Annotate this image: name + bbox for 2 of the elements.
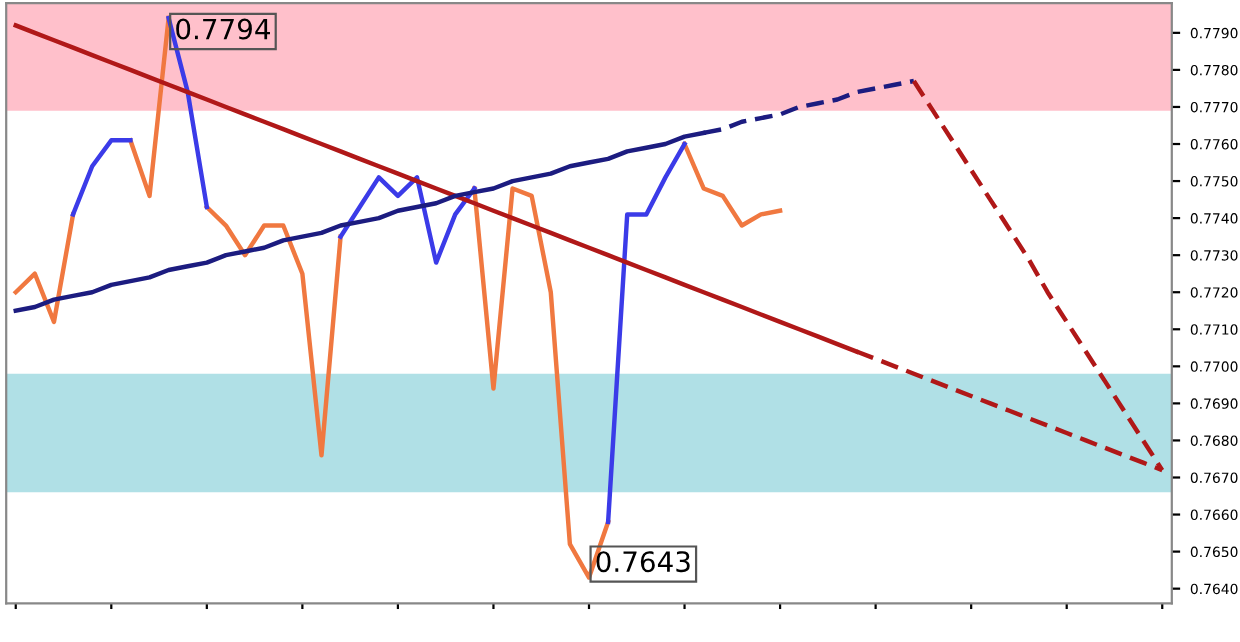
annotation: 0.7643: [596, 551, 690, 573]
annotation: 0.7794: [176, 18, 270, 40]
